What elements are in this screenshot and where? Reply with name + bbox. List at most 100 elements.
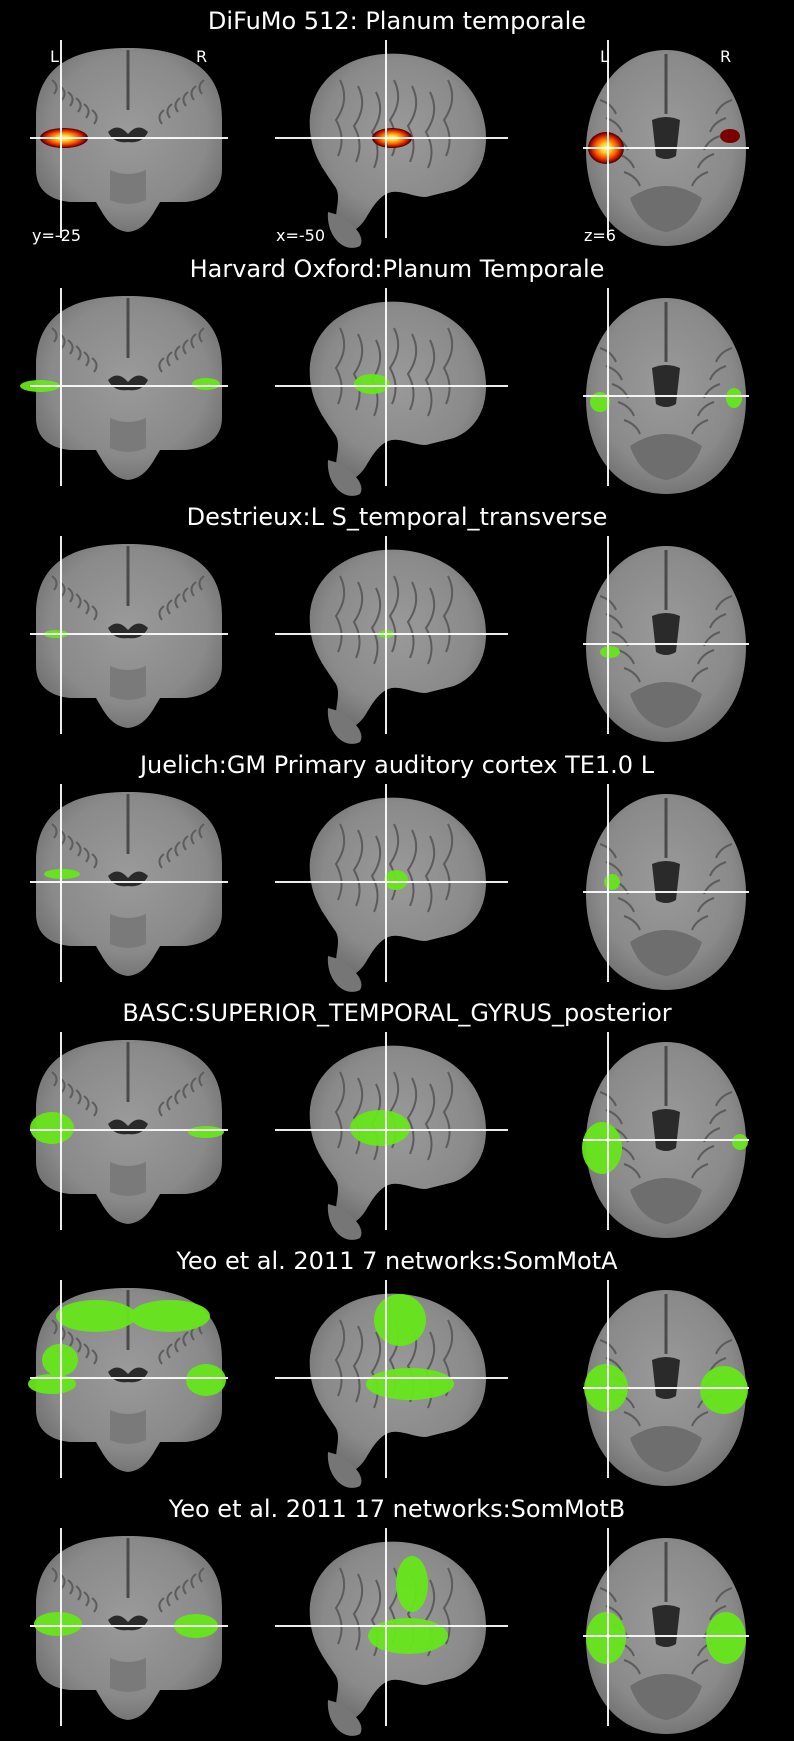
atlas-row: BASC:SUPERIOR_TEMPORAL_GYRUS_posterior [30, 999, 749, 1240]
axial-occipital [630, 186, 702, 232]
coronal-sulcus [91, 605, 98, 621]
axial-sulcus [623, 915, 641, 931]
axial-sulcus [623, 1163, 641, 1179]
coronal-sulcus [166, 599, 173, 615]
coronal-sulcus [158, 109, 165, 125]
axial-ventricles [652, 861, 680, 903]
axial-sulcus [599, 843, 617, 859]
coronal-sulcus [75, 841, 82, 857]
axial-sulcus [715, 347, 733, 363]
axial-occipital [630, 930, 702, 976]
atlas-overlay-blob [192, 378, 220, 390]
axial-sulcus [691, 1659, 709, 1675]
atlas-overlay-blob [700, 1366, 748, 1414]
axial-sulcus [623, 171, 641, 187]
sagittal-sulcus [442, 327, 454, 405]
axial-ventricles [652, 365, 680, 407]
sagittal-sulcus [370, 1331, 382, 1409]
coronal-sulcus [91, 109, 98, 125]
coronal-sulcus [158, 1349, 165, 1365]
coronal-sulcus [67, 1331, 74, 1347]
axial-occipital [630, 1674, 702, 1720]
coronal-brainstem [110, 1162, 146, 1196]
coronal-sulcus [166, 351, 173, 367]
coronal-sulcus [182, 1083, 189, 1099]
atlas-row: Destrieux:L S_temporal_transverse [30, 503, 749, 744]
sagittal-sulcus [424, 835, 436, 913]
sagittal-sulcus [334, 1071, 346, 1149]
coronal-sulcus [190, 85, 197, 101]
sagittal-sulcus [370, 587, 382, 665]
axial-sulcus [599, 595, 617, 611]
sagittal-sulcus [424, 339, 436, 417]
coronal-sulcus [83, 847, 90, 863]
coronal-sulcus [83, 1591, 90, 1607]
atlas-overlay-blob [374, 1294, 426, 1346]
atlas-overlay-blob [30, 1112, 74, 1144]
coronal-brainstem [110, 666, 146, 700]
axial-sulcus [715, 1091, 733, 1107]
coronal-sulcus [174, 1337, 181, 1353]
atlas-overlay-blob [732, 1134, 748, 1150]
coronal-sulcus [91, 853, 98, 869]
sagittal-sulcus [370, 91, 382, 169]
sagittal-sulcus [442, 575, 454, 653]
coronal-brainstem [110, 170, 146, 204]
sagittal-sulcus [334, 575, 346, 653]
axial-sulcus [709, 1605, 727, 1621]
atlas-row: Yeo et al. 2011 7 networks:SomMotA [28, 1247, 749, 1488]
coronal-sulcus [190, 581, 197, 597]
coronal-sulcus [198, 823, 205, 839]
coronal-sulcus [67, 91, 74, 107]
coronal-sulcus [198, 79, 205, 95]
coronal-sulcus [83, 103, 90, 119]
sagittal-sulcus [406, 829, 418, 907]
sagittal-cut-coordinate: x=-50 [276, 226, 325, 245]
coronal-sulcus [166, 1343, 173, 1359]
coronal-brainstem [110, 914, 146, 948]
atlas-overlay-blob [600, 646, 620, 658]
sagittal-sulcus [388, 575, 400, 653]
sagittal-sulcus [370, 835, 382, 913]
coronal-sulcus [166, 1591, 173, 1607]
atlas-overlay-blob [130, 1300, 210, 1332]
coronal-sulcus [182, 835, 189, 851]
coronal-sulcus [91, 1597, 98, 1613]
atlas-overlay-blob [56, 1300, 136, 1332]
sagittal-sulcus [442, 823, 454, 901]
atlas-overlay-blob [186, 1364, 226, 1396]
axial-sulcus [617, 897, 635, 913]
axial-sulcus [715, 843, 733, 859]
coronal-sulcus [91, 1101, 98, 1117]
sagittal-sulcus [406, 1077, 418, 1155]
sagittal-cerebellum [327, 1700, 362, 1736]
coronal-sulcus [198, 327, 205, 343]
axial-sulcus [617, 401, 635, 417]
coronal-sulcus [75, 593, 82, 609]
sagittal-sulcus [352, 1325, 364, 1403]
axial-sulcus [691, 419, 709, 435]
axial-cut-coordinate: z=6 [584, 226, 616, 245]
coronal-sulcus [158, 1101, 165, 1117]
axial-sulcus [623, 1411, 641, 1427]
sagittal-sulcus [352, 333, 364, 411]
axial-occipital [630, 1426, 702, 1472]
coronal-sulcus [174, 593, 181, 609]
coronal-sulcus [83, 1343, 90, 1359]
coronal-sulcus [91, 1349, 98, 1365]
coronal-sulcus [51, 1567, 58, 1583]
coronal-sulcus [174, 1089, 181, 1105]
coronal-sulcus [158, 605, 165, 621]
row-title: Juelich:GM Primary auditory cortex TE1.0… [138, 751, 655, 779]
sagittal-cerebellum [327, 708, 362, 744]
coronal-sulcus [182, 587, 189, 603]
sagittal-sulcus [388, 327, 400, 405]
axial-ventricles [652, 117, 680, 159]
sagittal-sulcus [334, 79, 346, 157]
axial-sulcus [599, 99, 617, 115]
axial-sulcus [715, 1339, 733, 1355]
axial-sulcus [709, 613, 727, 629]
axial-left-label: L [600, 47, 609, 66]
sagittal-sulcus [334, 327, 346, 405]
